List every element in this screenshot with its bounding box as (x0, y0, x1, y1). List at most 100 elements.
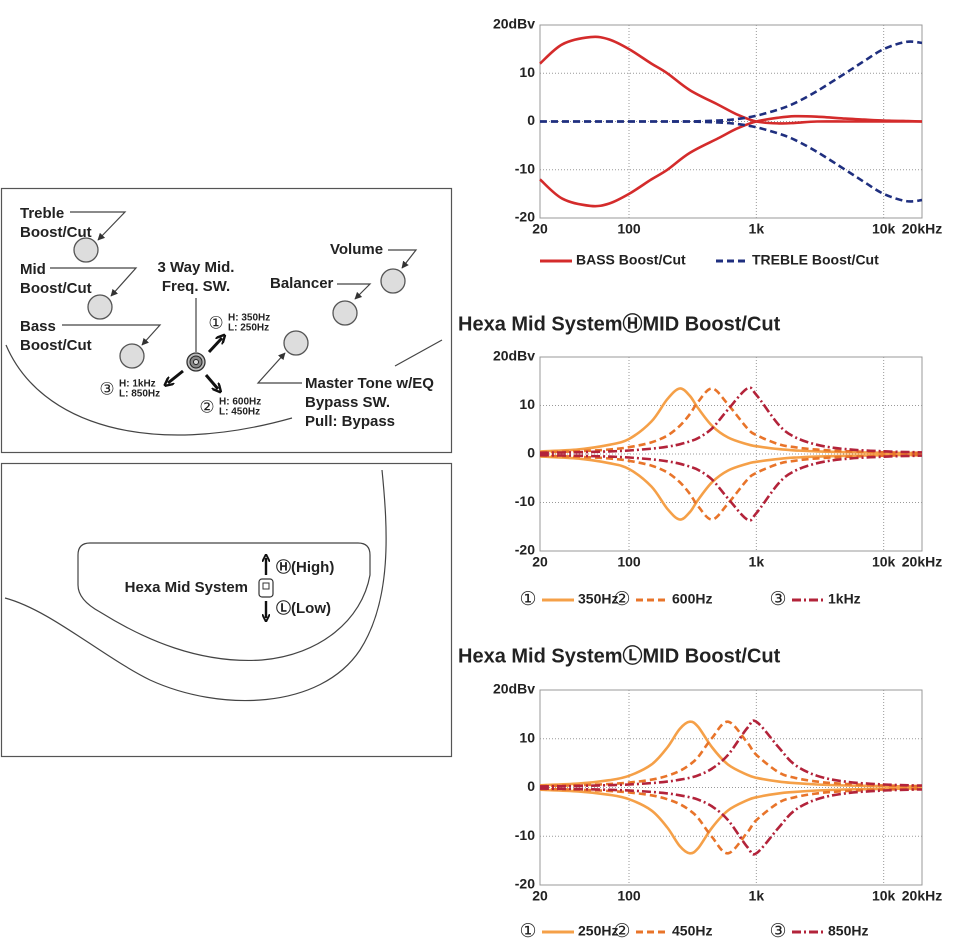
legend-badge: ② (613, 921, 630, 942)
eq-curve (539, 114, 923, 208)
y-tick-label: -10 (515, 827, 535, 843)
eq-curve (539, 35, 922, 125)
x-tick-label: 100 (617, 888, 641, 904)
eq-curve (539, 387, 923, 455)
legend-badge: ② (613, 589, 630, 610)
position-label: H: 600Hz (219, 397, 261, 408)
legend-badge: ① (519, 921, 536, 942)
control-label: Volume (330, 241, 383, 258)
knob (332, 300, 358, 326)
eq-curve (539, 787, 923, 855)
legend-label: 600Hz (672, 591, 712, 607)
y-tick-label: -10 (515, 493, 535, 509)
x-tick-label: 10k (872, 221, 896, 237)
y-tick-label: 0 (527, 445, 535, 461)
leader-line (70, 211, 127, 241)
y-tick-label: 20dBv (493, 681, 535, 697)
control-label: 3 Way Mid. (158, 259, 235, 276)
knob (380, 268, 406, 294)
panel-frame (0, 187, 453, 454)
legend-badge: ③ (769, 921, 786, 942)
eq-curve (539, 787, 923, 856)
high-label: Ⓗ(High) (276, 558, 334, 576)
knob (283, 330, 309, 356)
control-label: Boost/Cut (20, 337, 92, 354)
y-tick-label: 10 (519, 64, 535, 80)
y-tick-label: -20 (515, 209, 535, 225)
control-label: Pull: Bypass (305, 413, 395, 430)
body-outline (5, 344, 293, 436)
leader-line (337, 283, 372, 300)
chart-title: Hexa Mid SystemⒽMID Boost/Cut (458, 312, 781, 335)
x-tick-label: 20 (532, 888, 548, 904)
x-tick-label: 20kHz (902, 554, 942, 570)
leader-line (256, 352, 302, 384)
control-label: Treble (20, 205, 64, 222)
legend-label: 250Hz (578, 923, 618, 939)
x-tick-label: 100 (617, 221, 641, 237)
position-arrow (204, 374, 218, 389)
position-arrow (207, 338, 222, 354)
switch (193, 359, 199, 365)
pickguard (77, 542, 371, 662)
control-label: Master Tone w/EQ (305, 375, 434, 392)
control-label: Boost/Cut (20, 280, 92, 297)
eq-curve (539, 720, 923, 788)
position-badge: ① (208, 313, 223, 332)
eq-curve (539, 787, 923, 855)
x-tick-label: 1k (749, 888, 765, 904)
x-tick-label: 20kHz (902, 221, 942, 237)
legend-badge: ③ (769, 589, 786, 610)
position-label: L: 450Hz (219, 407, 260, 418)
legend-label: 850Hz (828, 923, 868, 939)
position-badge: ③ (99, 379, 114, 398)
eq-curve (539, 386, 923, 455)
low-label: Ⓛ(Low) (276, 599, 331, 617)
eq-curve (539, 719, 923, 788)
hexa-panel: Hexa Mid System Ⓗ(High) Ⓛ(Low) (0, 462, 453, 758)
y-tick-label: 10 (519, 396, 535, 412)
controls-panel: Treble Boost/Cut Mid Boost/Cut Bass Boos… (0, 187, 453, 454)
leader-line (388, 249, 418, 269)
eq-curve (539, 453, 923, 521)
y-tick-label: 0 (527, 778, 535, 794)
chart-title: Hexa Mid SystemⓁMID Boost/Cut (458, 644, 781, 667)
x-tick-label: 100 (617, 554, 641, 570)
legend-label: 1kHz (828, 591, 861, 607)
y-tick-label: 20dBv (493, 348, 535, 364)
position-label: H: 1kHz (119, 379, 156, 390)
eq-curve (539, 387, 923, 455)
position-label: L: 850Hz (119, 389, 160, 400)
knob (87, 294, 113, 320)
knob (73, 237, 99, 263)
y-tick-label: 10 (519, 729, 535, 745)
legend-label: 450Hz (672, 923, 712, 939)
legend-label: TREBLE Boost/Cut (752, 252, 879, 268)
legend-badge: ① (519, 589, 536, 610)
y-tick-label: 20dBv (493, 16, 535, 32)
eq-curve (539, 720, 923, 788)
panel-frame (0, 462, 453, 758)
x-tick-label: 1k (749, 554, 765, 570)
y-tick-label: -20 (515, 876, 535, 892)
position-label: H: 350Hz (228, 313, 270, 324)
y-tick-label: -10 (515, 160, 535, 176)
control-label: Boost/Cut (20, 224, 92, 241)
x-tick-label: 20 (532, 221, 548, 237)
control-label: Bass (20, 318, 56, 335)
hexa-label: Hexa Mid System (125, 579, 248, 596)
y-tick-label: 0 (527, 112, 535, 128)
legend-label: 350Hz (578, 591, 618, 607)
eq-curve (540, 120, 923, 203)
x-tick-label: 20kHz (902, 888, 942, 904)
control-label: Balancer (270, 275, 334, 292)
body-outline (394, 339, 443, 367)
y-tick-label: -20 (515, 542, 535, 558)
x-tick-label: 10k (872, 888, 896, 904)
control-label: Mid (20, 261, 46, 278)
legend-label: BASS Boost/Cut (576, 252, 686, 268)
x-tick-label: 10k (872, 554, 896, 570)
position-label: L: 250Hz (228, 323, 269, 334)
